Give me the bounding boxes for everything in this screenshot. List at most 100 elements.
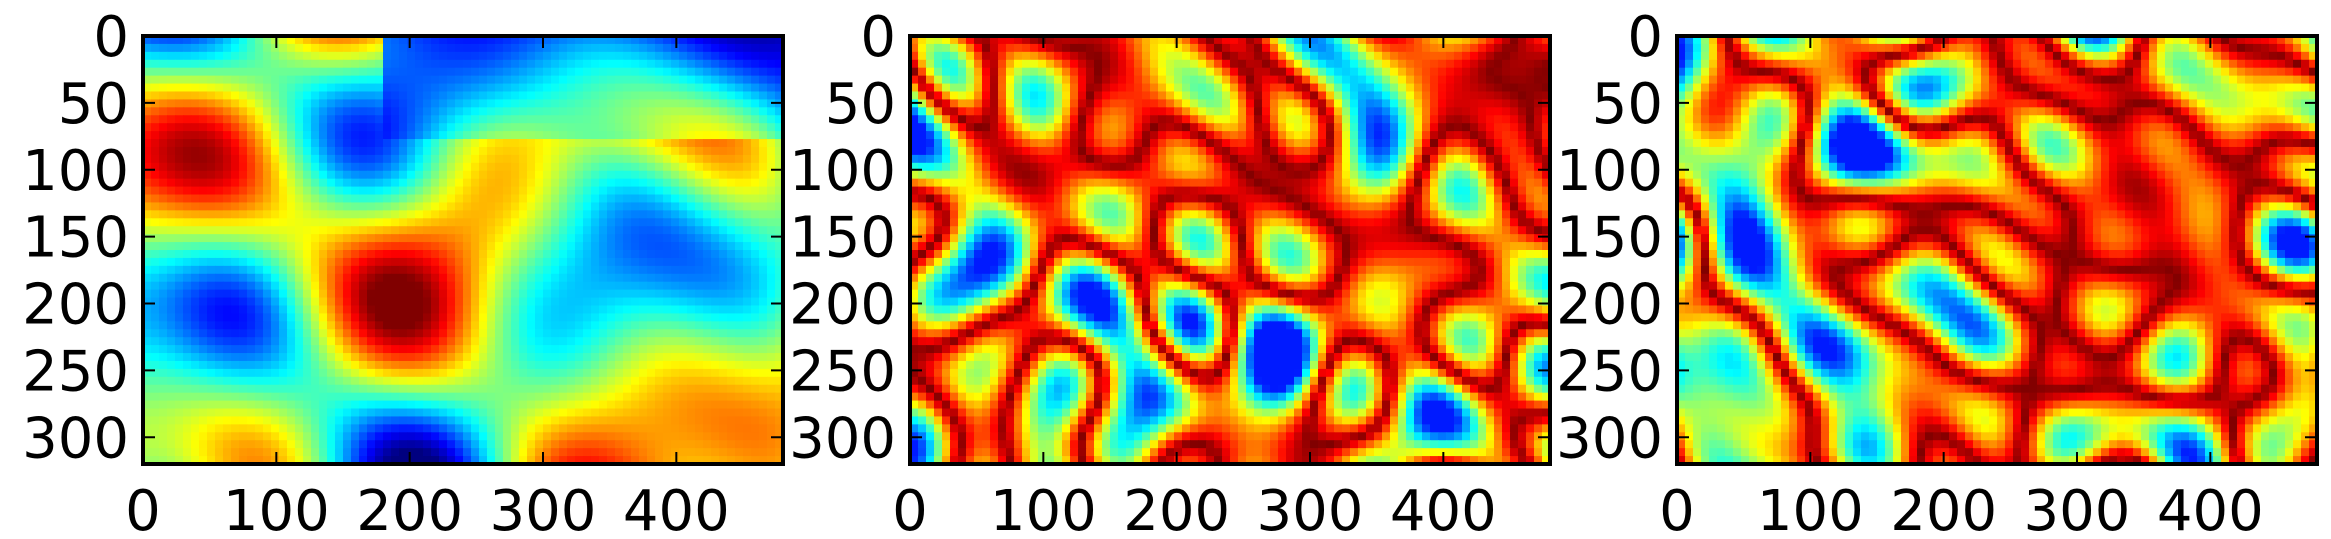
heatmap-cell [423,400,432,410]
heatmap-cell [423,337,432,346]
heatmap-cell [775,424,784,433]
heatmap-cell [639,36,648,45]
heatmap-cell [591,432,600,441]
heatmap-cell [383,51,392,61]
heatmap-cell [503,218,512,227]
heatmap-cell [503,376,512,386]
heatmap-cell [519,186,528,196]
heatmap-cell [551,384,560,394]
heatmap-cell [239,154,248,164]
heatmap-cell [599,448,608,457]
heatmap-cell [1086,67,1095,77]
heatmap-cell [679,139,688,148]
heatmap-cell [671,107,680,116]
heatmap-cell [255,297,264,307]
heatmap-cell [327,257,336,267]
heatmap-cell [151,226,160,235]
heatmap-cell [191,234,200,243]
heatmap-cell [327,360,336,370]
heatmap-cell [367,107,376,116]
heatmap-cell [447,99,456,108]
heatmap-cell [151,345,160,354]
heatmap-cell [1166,59,1175,69]
heatmap-cell [639,273,648,283]
heatmap-cell [543,432,552,441]
heatmap-cell [263,226,272,235]
heatmap-cell [1494,51,1503,61]
heatmap-cell [703,329,712,338]
heatmap-cell [1478,36,1487,45]
heatmap-cell [375,178,384,188]
heatmap-cell [471,329,480,338]
heatmap-cell [223,257,232,267]
heatmap-cell [183,202,192,211]
heatmap-cell [271,162,280,172]
heatmap-cell [495,440,504,449]
heatmap-cell [591,91,600,101]
heatmap-cell [303,186,312,196]
heatmap-cell [223,289,232,299]
heatmap-cell [591,36,600,45]
heatmap-cell [255,186,264,196]
heatmap-cell [367,218,376,227]
heatmap-cell [1142,59,1151,69]
heatmap-cell [311,281,320,291]
heatmap-cell [1318,59,1327,69]
heatmap-cell [727,210,736,219]
heatmap-cell [439,123,448,132]
heatmap-cell [703,36,712,45]
heatmap-cell [735,456,744,465]
heatmap-cell [1518,36,1527,45]
heatmap-cell [495,289,504,299]
heatmap-cell [319,170,328,180]
heatmap-cell [623,289,632,299]
heatmap-cell [711,376,720,386]
heatmap-cell [591,218,600,227]
heatmap-cell [279,234,288,243]
heatmap-cell [431,218,440,227]
heatmap-cell [527,456,536,465]
heatmap-cell [615,59,624,69]
heatmap-cell [607,107,616,116]
heatmap-cell [1430,67,1439,77]
heatmap-cell [527,178,536,188]
heatmap-cell [407,440,416,449]
heatmap-cell [487,297,496,307]
heatmap-cell [591,162,600,172]
heatmap-cell [663,202,672,211]
heatmap-cell [215,432,224,441]
heatmap-cell [1262,36,1271,45]
heatmap-cell [1038,75,1047,85]
heatmap-cell [223,400,232,410]
heatmap-cell [191,289,200,299]
heatmap-cell [463,226,472,235]
heatmap-cell [303,67,312,77]
heatmap-cell [679,51,688,61]
heatmap-cell [519,123,528,132]
heatmap-cell [647,162,656,172]
heatmap-cell [287,392,296,402]
heatmap-cell [303,432,312,441]
heatmap-cell [255,51,264,61]
heatmap-cell [311,313,320,322]
heatmap-cell [639,250,648,259]
heatmap-cell [207,448,216,457]
heatmap-cell [287,162,296,172]
heatmap-cell [207,146,216,156]
heatmap-cell [303,83,312,93]
heatmap-cell [447,456,456,465]
heatmap-cell [503,321,512,330]
heatmap-cell [159,83,168,93]
heatmap-cell [247,234,256,243]
heatmap-cell [671,456,680,465]
heatmap-cell [407,384,416,394]
heatmap-cell [727,305,736,315]
heatmap-cell [327,345,336,354]
heatmap-cell [966,91,975,101]
heatmap-cell [343,456,352,465]
heatmap-cell [391,194,400,204]
heatmap-cell [199,107,208,116]
heatmap-cell [287,123,296,132]
heatmap-cell [207,384,216,394]
heatmap-cell [263,91,272,101]
